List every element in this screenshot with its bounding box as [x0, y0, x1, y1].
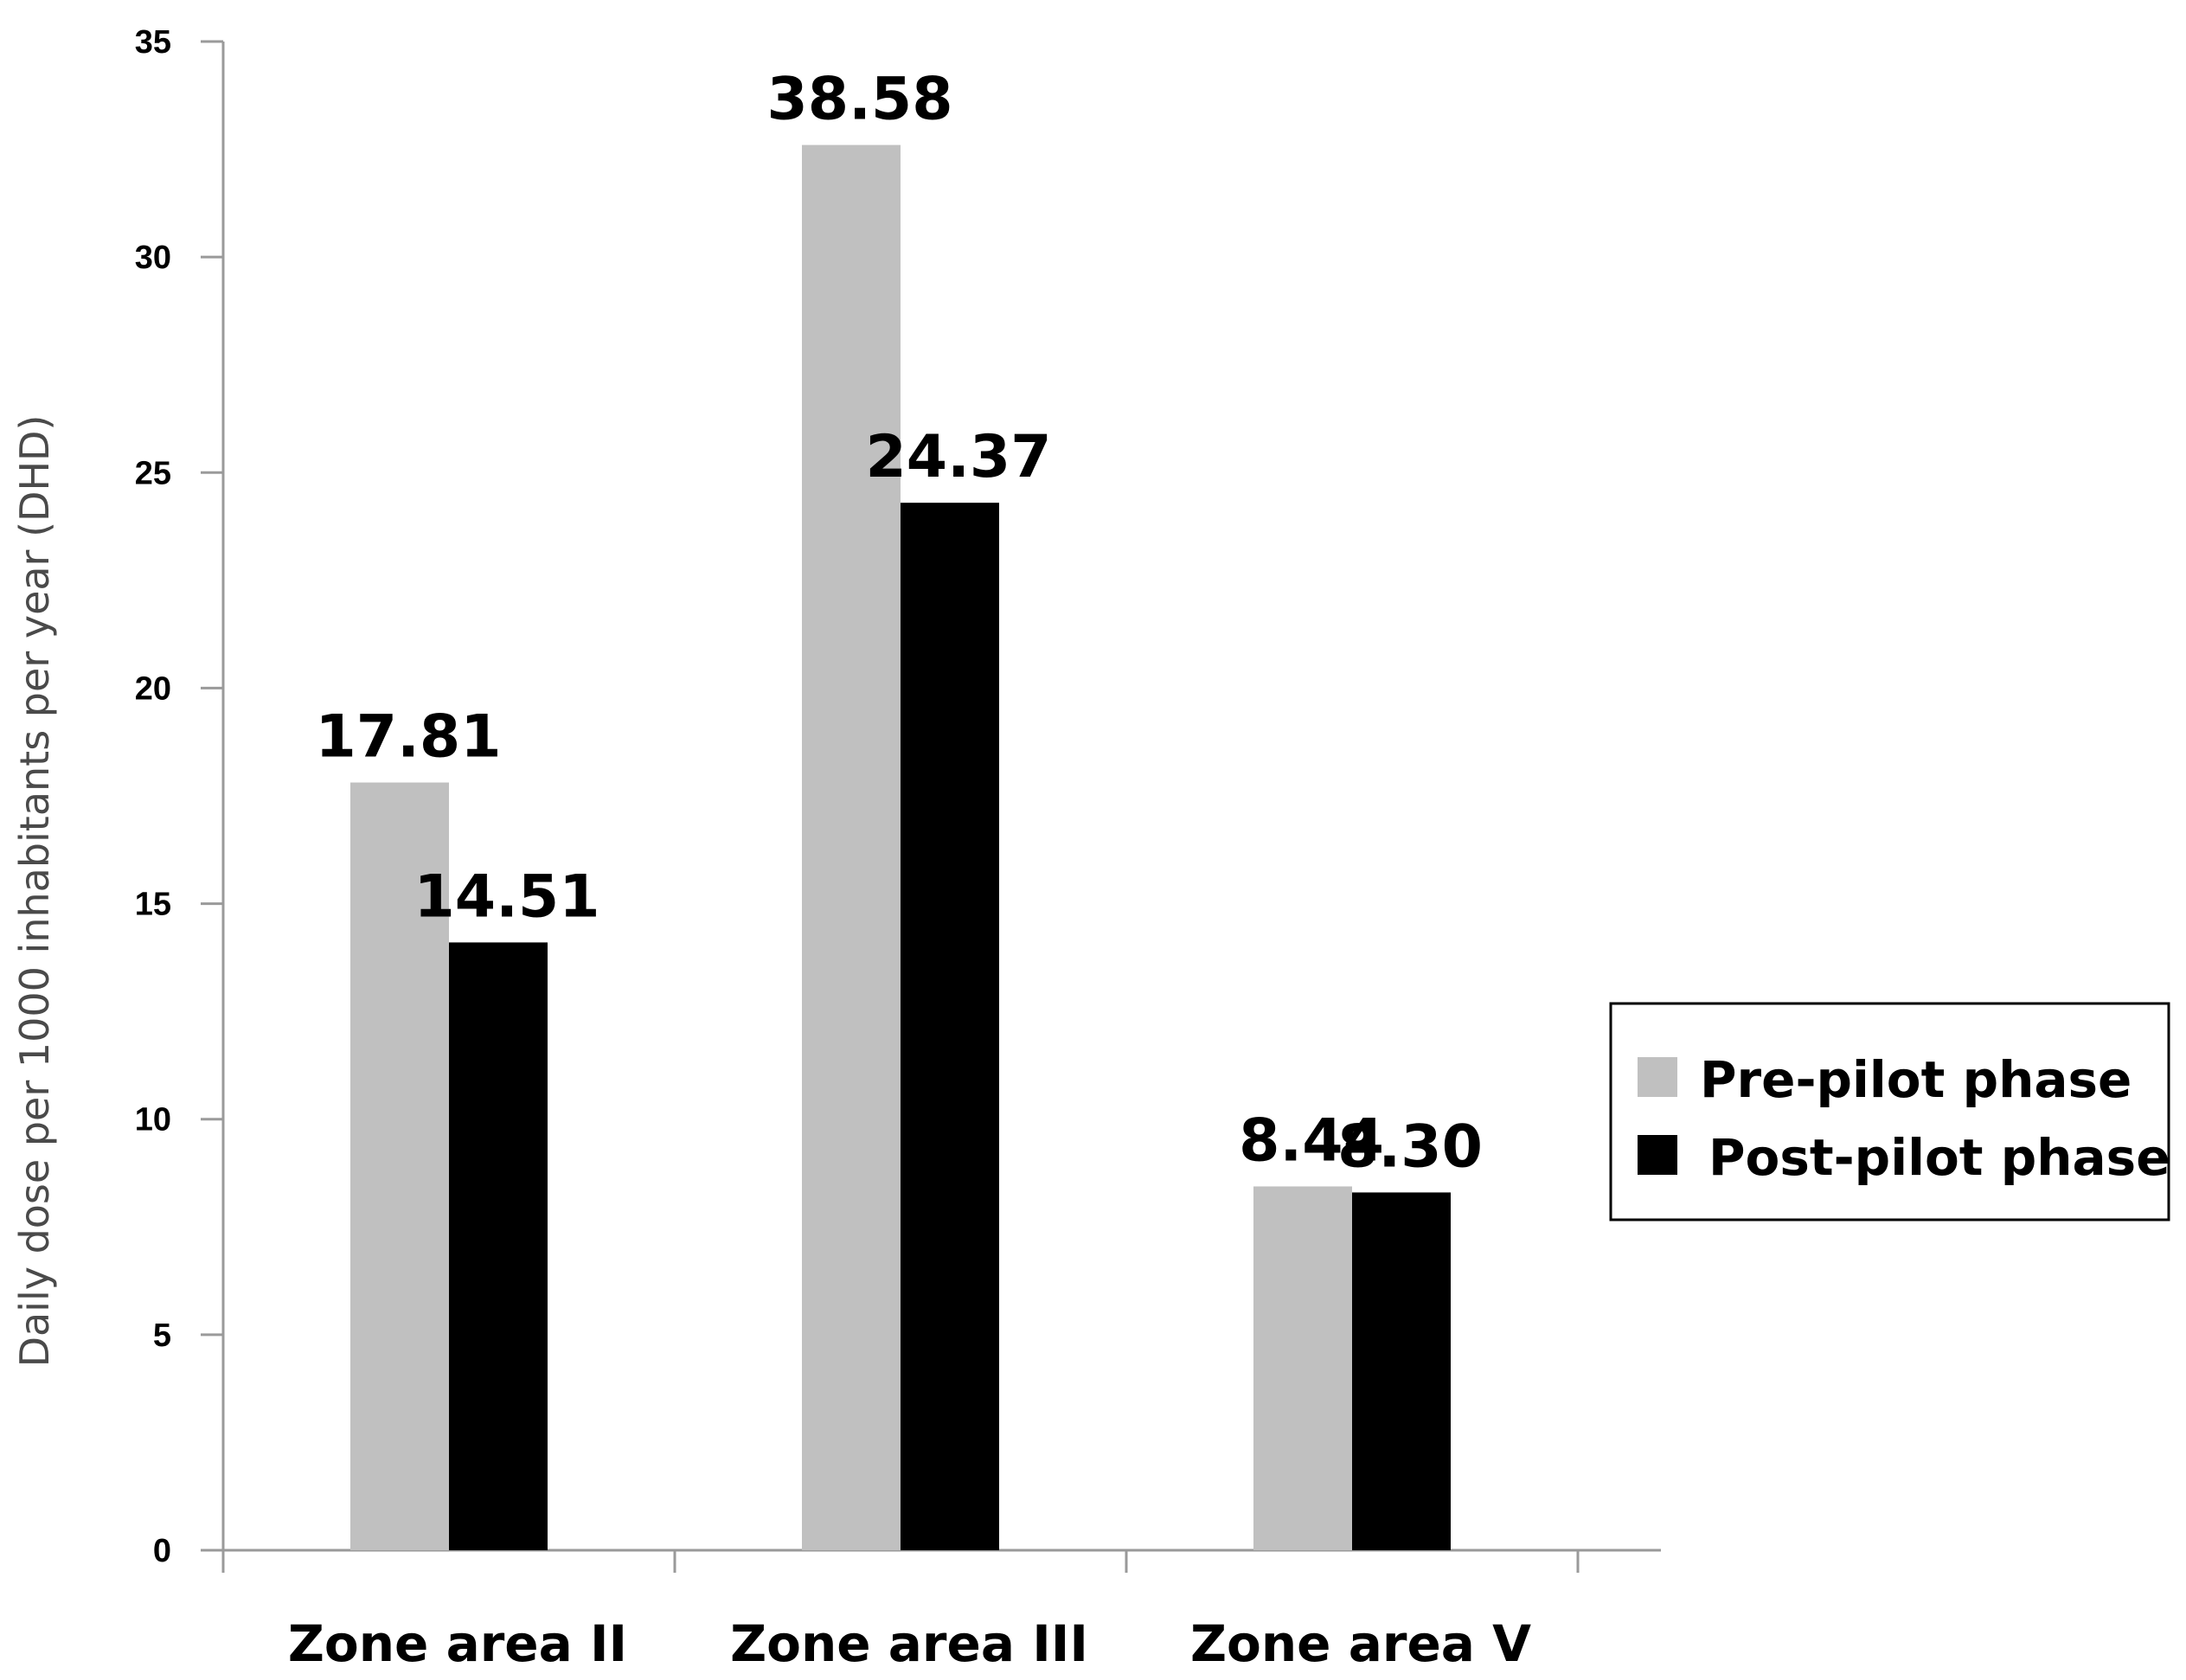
y-tick-label: 25 [135, 455, 171, 491]
x-ticks [221, 1550, 1580, 1573]
x-category-label: Zone area V [1190, 1614, 1531, 1673]
y-tick-label: 35 [135, 24, 171, 61]
bar-pre-pilot [802, 144, 901, 1550]
bar-post-pilot [901, 503, 999, 1550]
x-category-label: Zone area II [288, 1614, 627, 1673]
bar-pre-pilot [350, 782, 449, 1550]
bars [350, 144, 1451, 1550]
legend: Pre-pilot phase Post-pilot phase [1609, 1002, 2170, 1222]
bar-pre-pilot [1253, 1186, 1352, 1550]
y-ticks: 0 5 10 15 20 25 30 35 [135, 24, 223, 1569]
y-tick-label: 0 [153, 1533, 171, 1569]
bar-value-label: 17.81 [315, 703, 501, 772]
y-tick-label: 30 [135, 240, 171, 276]
y-tick-label: 15 [135, 887, 171, 923]
legend-label-pre-pilot: Pre-pilot phase [1700, 1050, 2132, 1109]
y-tick-label: 5 [153, 1318, 171, 1354]
bar-value-label: 14.51 [413, 862, 599, 931]
legend-box [1609, 1002, 2170, 1222]
bar-value-label: 24.37 [865, 423, 1051, 491]
y-axis-title: Daily dose per 1000 inhabitants per year… [11, 415, 58, 1368]
y-axis: 0 5 10 15 20 25 30 35 Daily dose per 1000 inhab… [11, 24, 225, 1569]
bar-value-label: 38.58 [766, 66, 952, 134]
legend-swatch-pre-pilot [1638, 1057, 1677, 1097]
x-axis: Zone area II Zone area III Zone area V [201, 1549, 1661, 1673]
legend-label-post-pilot: Post-pilot phase [1708, 1128, 2170, 1187]
y-tick-label: 10 [135, 1102, 171, 1138]
x-category-label: Zone area III [730, 1614, 1088, 1673]
value-labels: 17.81 14.51 38.58 24.37 8.448.30 [315, 66, 1482, 1182]
bar-post-pilot [449, 942, 548, 1550]
y-tick-label: 20 [135, 670, 171, 707]
bar-value-label: 8.30 [1337, 1113, 1483, 1181]
bar-value-label: 8.44 [1239, 1106, 1384, 1175]
x-labels: Zone area II Zone area III Zone area V [288, 1614, 1531, 1673]
legend-swatch-post-pilot [1638, 1135, 1677, 1175]
bar-post-pilot [1352, 1192, 1451, 1550]
